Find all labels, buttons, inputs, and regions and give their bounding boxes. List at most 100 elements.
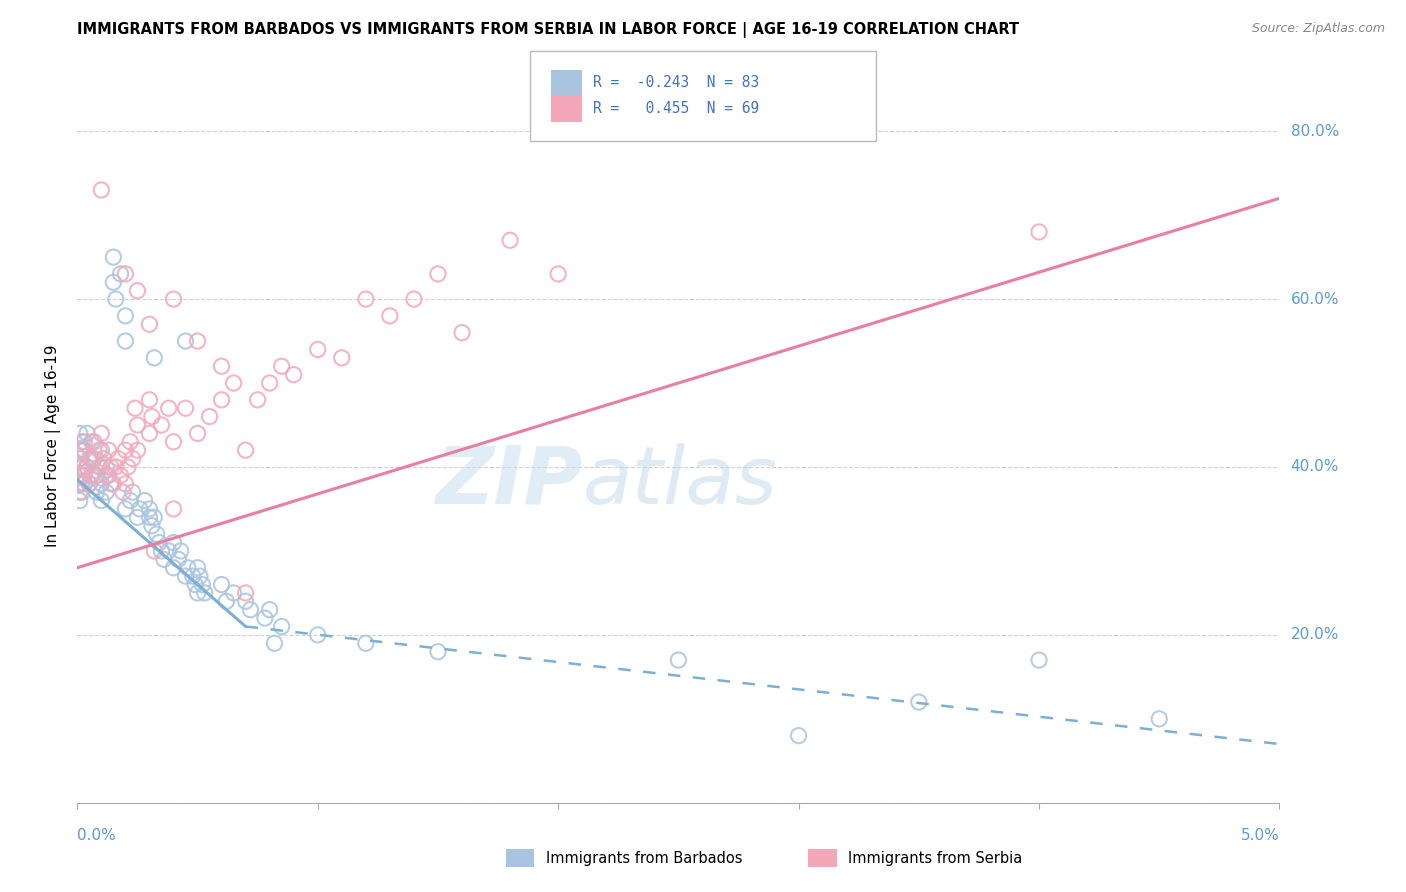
Point bbox=[330, 351, 353, 365]
Point bbox=[143, 544, 166, 558]
Point bbox=[73, 468, 96, 483]
Point bbox=[157, 401, 180, 416]
Point bbox=[270, 359, 292, 374]
Point bbox=[307, 343, 329, 357]
Point bbox=[283, 368, 305, 382]
Point bbox=[235, 594, 257, 608]
Point bbox=[104, 460, 127, 475]
Point bbox=[186, 334, 209, 348]
Text: R =   0.455  N = 69: R = 0.455 N = 69 bbox=[593, 102, 759, 116]
Point bbox=[73, 443, 96, 458]
Point bbox=[76, 460, 98, 475]
Point bbox=[121, 485, 143, 500]
Point bbox=[253, 611, 276, 625]
Point bbox=[100, 460, 122, 475]
Point bbox=[86, 468, 108, 483]
Point bbox=[127, 417, 149, 432]
Point bbox=[211, 392, 233, 407]
Point bbox=[72, 460, 94, 475]
Point bbox=[211, 577, 233, 591]
Point bbox=[145, 527, 167, 541]
Point bbox=[908, 695, 931, 709]
Point bbox=[188, 569, 211, 583]
Text: Source: ZipAtlas.com: Source: ZipAtlas.com bbox=[1251, 22, 1385, 36]
Text: atlas: atlas bbox=[582, 442, 778, 521]
Point bbox=[114, 443, 136, 458]
Point bbox=[70, 451, 93, 466]
Point bbox=[70, 485, 93, 500]
Point bbox=[120, 493, 142, 508]
Point bbox=[194, 586, 217, 600]
Point bbox=[120, 434, 142, 449]
Text: 5.0%: 5.0% bbox=[1240, 828, 1279, 843]
Point bbox=[259, 376, 281, 390]
Point bbox=[134, 493, 156, 508]
Point bbox=[107, 451, 129, 466]
Point bbox=[354, 636, 377, 650]
Point bbox=[114, 502, 136, 516]
Point bbox=[80, 468, 103, 483]
Point bbox=[167, 552, 190, 566]
Point bbox=[157, 544, 180, 558]
Text: 20.0%: 20.0% bbox=[1291, 627, 1339, 642]
Point bbox=[162, 535, 184, 549]
Point bbox=[138, 510, 160, 524]
Text: 80.0%: 80.0% bbox=[1291, 124, 1339, 138]
Point bbox=[138, 426, 160, 441]
Point bbox=[80, 434, 103, 449]
Point bbox=[1028, 653, 1050, 667]
Point bbox=[162, 292, 184, 306]
Point bbox=[70, 460, 93, 475]
Point bbox=[427, 645, 450, 659]
Point bbox=[111, 485, 134, 500]
Point bbox=[427, 267, 450, 281]
Point bbox=[211, 359, 233, 374]
Point bbox=[96, 460, 118, 475]
Point bbox=[127, 443, 149, 458]
Text: Immigrants from Serbia: Immigrants from Serbia bbox=[848, 851, 1022, 865]
Point bbox=[547, 267, 569, 281]
Point bbox=[451, 326, 474, 340]
Point bbox=[104, 292, 127, 306]
Point bbox=[79, 476, 101, 491]
Point bbox=[100, 476, 122, 491]
Point bbox=[174, 401, 197, 416]
Point bbox=[222, 376, 245, 390]
Point bbox=[69, 443, 91, 458]
Point bbox=[93, 451, 115, 466]
Point bbox=[143, 351, 166, 365]
Point bbox=[79, 476, 101, 491]
Text: Immigrants from Barbados: Immigrants from Barbados bbox=[546, 851, 742, 865]
Point bbox=[110, 468, 132, 483]
Point bbox=[177, 560, 200, 574]
Point bbox=[787, 729, 810, 743]
Point bbox=[86, 485, 108, 500]
Point bbox=[127, 284, 149, 298]
Point bbox=[354, 292, 377, 306]
Point bbox=[186, 560, 209, 574]
Point bbox=[307, 628, 329, 642]
Point bbox=[121, 451, 143, 466]
Point bbox=[90, 426, 112, 441]
Text: 40.0%: 40.0% bbox=[1291, 459, 1339, 475]
Point bbox=[90, 443, 112, 458]
Point bbox=[70, 476, 93, 491]
Point bbox=[76, 426, 98, 441]
Point bbox=[90, 183, 112, 197]
Point bbox=[124, 401, 146, 416]
Point bbox=[127, 510, 149, 524]
Point bbox=[80, 451, 103, 466]
Point bbox=[263, 636, 285, 650]
Point bbox=[117, 460, 139, 475]
Point bbox=[191, 577, 214, 591]
Point bbox=[186, 586, 209, 600]
Point bbox=[186, 426, 209, 441]
Point bbox=[150, 417, 173, 432]
Point bbox=[70, 434, 93, 449]
Point bbox=[235, 443, 257, 458]
Point bbox=[162, 434, 184, 449]
Point bbox=[114, 267, 136, 281]
Point bbox=[97, 443, 120, 458]
Text: 0.0%: 0.0% bbox=[77, 828, 117, 843]
Point bbox=[402, 292, 425, 306]
